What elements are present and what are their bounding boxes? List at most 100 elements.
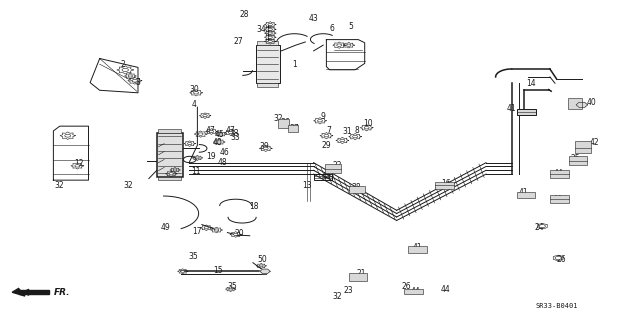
Text: 33: 33 <box>258 63 268 72</box>
Bar <box>159 177 181 180</box>
Circle shape <box>268 23 273 26</box>
Text: 24: 24 <box>534 223 544 232</box>
Text: 5: 5 <box>348 22 353 31</box>
Text: 40: 40 <box>586 98 596 107</box>
Circle shape <box>173 169 177 171</box>
Circle shape <box>263 147 268 150</box>
Text: 35: 35 <box>189 252 198 261</box>
Text: 50: 50 <box>258 255 268 264</box>
Text: 44: 44 <box>554 169 563 178</box>
Circle shape <box>204 227 209 229</box>
Circle shape <box>65 134 70 137</box>
Circle shape <box>188 143 192 145</box>
Text: 41: 41 <box>507 104 516 113</box>
Text: 33: 33 <box>229 129 239 138</box>
Text: 20: 20 <box>234 229 244 238</box>
Bar <box>257 83 278 87</box>
Text: 35: 35 <box>228 282 237 291</box>
Circle shape <box>324 134 329 137</box>
Text: 47: 47 <box>226 126 236 135</box>
Circle shape <box>132 79 138 82</box>
Circle shape <box>340 139 345 142</box>
Text: 30: 30 <box>189 85 199 94</box>
Bar <box>255 45 280 83</box>
Text: 11: 11 <box>191 167 200 176</box>
Bar <box>516 192 534 198</box>
Circle shape <box>268 36 273 38</box>
Circle shape <box>75 165 80 167</box>
Bar <box>569 156 587 165</box>
Circle shape <box>180 270 185 272</box>
Text: 32: 32 <box>332 292 342 301</box>
Text: 37: 37 <box>289 124 300 133</box>
Text: 26: 26 <box>557 255 566 264</box>
Text: 7: 7 <box>326 126 331 135</box>
Circle shape <box>194 92 198 94</box>
Text: 32: 32 <box>124 181 133 190</box>
Polygon shape <box>260 269 270 273</box>
Text: 44: 44 <box>441 285 451 293</box>
Text: 27: 27 <box>234 37 243 46</box>
Text: 32: 32 <box>274 114 284 123</box>
Circle shape <box>128 75 132 77</box>
Circle shape <box>228 288 232 290</box>
Circle shape <box>364 127 369 129</box>
Text: 49: 49 <box>161 223 170 232</box>
Text: 33: 33 <box>231 133 241 142</box>
Text: 39: 39 <box>260 142 269 151</box>
Circle shape <box>214 229 219 231</box>
Bar <box>550 196 569 203</box>
Bar <box>404 289 424 294</box>
Text: 32: 32 <box>54 181 64 190</box>
Text: 44: 44 <box>321 172 332 181</box>
Text: 8: 8 <box>355 126 360 135</box>
Text: 31: 31 <box>342 127 352 136</box>
Circle shape <box>169 173 173 175</box>
Text: 2: 2 <box>121 60 125 69</box>
Bar <box>325 164 341 173</box>
Bar <box>408 246 428 253</box>
Text: 26: 26 <box>401 282 411 291</box>
Circle shape <box>337 44 342 46</box>
Text: 23: 23 <box>344 286 353 295</box>
Text: 19: 19 <box>207 152 216 161</box>
Circle shape <box>195 157 199 159</box>
Bar <box>314 174 332 180</box>
Bar <box>278 119 289 128</box>
Text: 22: 22 <box>333 161 342 170</box>
Bar <box>159 129 181 132</box>
Text: 21: 21 <box>356 269 366 278</box>
Text: 28: 28 <box>240 11 250 19</box>
Text: FR.: FR. <box>54 288 70 297</box>
Circle shape <box>198 133 203 135</box>
Text: 43: 43 <box>308 14 319 23</box>
Circle shape <box>219 133 223 135</box>
Bar <box>349 273 367 281</box>
Circle shape <box>555 256 561 260</box>
Text: 25: 25 <box>571 154 580 163</box>
Bar <box>435 182 454 189</box>
Text: 15: 15 <box>213 265 223 275</box>
Text: 38: 38 <box>351 183 361 192</box>
Circle shape <box>217 141 221 143</box>
Text: 33: 33 <box>257 47 266 56</box>
Circle shape <box>234 234 238 235</box>
Text: 10: 10 <box>363 119 372 128</box>
Text: 42: 42 <box>590 138 600 147</box>
Text: 48: 48 <box>213 137 223 146</box>
Bar <box>349 186 365 193</box>
Circle shape <box>122 68 129 71</box>
Text: 12: 12 <box>74 159 84 168</box>
Bar <box>288 125 298 132</box>
Circle shape <box>203 115 207 117</box>
Circle shape <box>209 130 214 133</box>
Text: 6: 6 <box>329 24 334 33</box>
Bar <box>516 109 536 115</box>
Bar <box>157 132 183 177</box>
Polygon shape <box>576 102 588 108</box>
Bar <box>257 41 278 45</box>
Bar <box>550 170 569 178</box>
Text: SR33-B0401: SR33-B0401 <box>535 303 577 309</box>
Text: 34: 34 <box>257 26 266 34</box>
Text: 13: 13 <box>303 181 312 190</box>
